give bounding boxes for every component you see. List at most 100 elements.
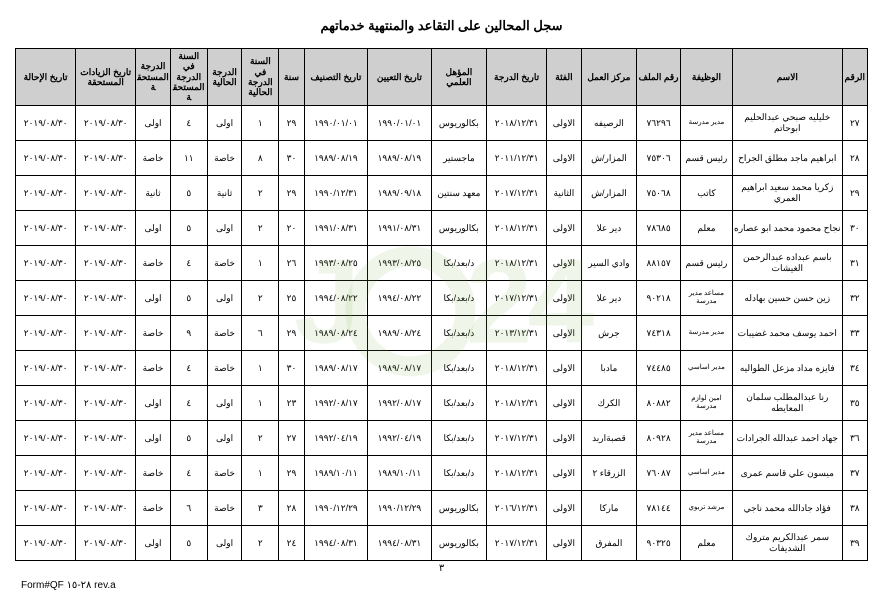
table-cell: ٢٠١٧/١٢/٣١	[487, 175, 547, 210]
table-cell: ٣٨	[842, 490, 867, 525]
table-cell: اولى	[136, 525, 171, 560]
table-cell: ٢٠١٩/٠٨/٣٠	[76, 315, 136, 350]
table-cell: الرصيفه	[581, 105, 636, 140]
table-cell: ٧٨١٤٤	[637, 490, 681, 525]
table-cell: ٨٠٨٨٢	[637, 385, 681, 420]
table-cell: الاولى	[547, 280, 582, 315]
table-cell: ٦	[170, 490, 207, 525]
table-cell: ٣١	[842, 245, 867, 280]
table-cell: ١٩٨٩/٠٨/٢٤	[368, 315, 431, 350]
records-table: الرقمالاسمالوظيفةرقم الملفمركز العملالفئ…	[15, 48, 868, 561]
table-cell: ١٩٩٣/٠٨/٢٥	[368, 245, 431, 280]
table-cell: جرش	[581, 315, 636, 350]
table-cell: مدير اساسي	[681, 455, 733, 490]
table-cell: ٨٨١٥٧	[637, 245, 681, 280]
table-cell: ١٩٩٢/٠٤/١٩	[368, 420, 431, 455]
table-cell: الزرقاء ٢	[581, 455, 636, 490]
table-cell: ٣	[242, 490, 279, 525]
table-cell: ٢٠١٨/١٢/٣١	[487, 210, 547, 245]
table-row: ٢٨ابراهيم ماجد مطلق الجراحرئيس قسم٧٥٣٠٦ا…	[16, 140, 868, 175]
table-cell: ٢	[242, 420, 279, 455]
table-cell: ٢٠١٩/٠٨/٣٠	[76, 350, 136, 385]
table-cell: ٢٠١٩/٠٨/٣٠	[16, 140, 76, 175]
table-cell: سمر عبدالكريم متروك الشديفات	[732, 525, 842, 560]
table-cell: ٥	[170, 525, 207, 560]
table-row: ٣٧ميسون علي قاسم عمرىمدير اساسي٧٦٠٨٧الزر…	[16, 455, 868, 490]
table-cell: ١٩٨٩/٠٨/١٧	[368, 350, 431, 385]
table-cell: ٢٠١٩/٠٨/٣٠	[16, 245, 76, 280]
table-cell: رئيس قسم	[681, 245, 733, 280]
table-cell: ٧٨٦٨٥	[637, 210, 681, 245]
table-cell: معلم	[681, 525, 733, 560]
column-header: الدرجة الحالية	[207, 49, 242, 106]
table-cell: نجاح محمود محمد ابو عصاره	[732, 210, 842, 245]
table-cell: ٧٤٣١٨	[637, 315, 681, 350]
table-cell: ٢٨	[842, 140, 867, 175]
table-cell: فؤاد جادالله محمد ناجي	[732, 490, 842, 525]
table-cell: ثانية	[207, 175, 242, 210]
page-title: سجل المحالين على التقاعد والمنتهية خدمات…	[15, 18, 868, 34]
table-cell: الكرك	[581, 385, 636, 420]
table-cell: ١٩٩٠/١٢/٣١	[304, 175, 367, 210]
table-cell: ١	[242, 455, 279, 490]
column-header: الوظيفة	[681, 49, 733, 106]
table-cell: خاصة	[207, 490, 242, 525]
table-cell: خاصة	[207, 315, 242, 350]
table-cell: ٢	[242, 175, 279, 210]
table-cell: الاولى	[547, 525, 582, 560]
table-cell: ٢٠١٨/١٢/٣١	[487, 105, 547, 140]
table-cell: معلم	[681, 210, 733, 245]
table-cell: اولى	[207, 280, 242, 315]
table-cell: ٤	[170, 385, 207, 420]
table-cell: ٤	[170, 105, 207, 140]
table-cell: ٢٠١٩/٠٨/٣٠	[76, 175, 136, 210]
column-header: تاريخ الإحالة	[16, 49, 76, 106]
table-cell: زين حسن حسين بهادله	[732, 280, 842, 315]
table-cell: المزار/ش	[581, 140, 636, 175]
table-cell: ٣٥	[842, 385, 867, 420]
table-cell: قصبةاربد	[581, 420, 636, 455]
table-cell: الثانية	[547, 175, 582, 210]
table-cell: ٣٧	[842, 455, 867, 490]
table-cell: ٤	[170, 455, 207, 490]
table-cell: دير علا	[581, 280, 636, 315]
table-cell: ٧٥٣٠٦	[637, 140, 681, 175]
table-cell: ٢٠١٩/٠٨/٣٠	[16, 525, 76, 560]
table-cell: ٩٠٢١٨	[637, 280, 681, 315]
table-cell: ١٩٩٢/٠٤/١٩	[304, 420, 367, 455]
table-cell: ابراهيم ماجد مطلق الجراح	[732, 140, 842, 175]
table-cell: خاصة	[136, 490, 171, 525]
table-row: ٢٩زكريا محمد سعيد ابراهيم العمريكاتب٧٥٠٦…	[16, 175, 868, 210]
table-cell: خاصة	[207, 350, 242, 385]
table-cell: ١٩٩٠/٠١/٠١	[368, 105, 431, 140]
table-cell: ١٩٩٤/٠٨/٣١	[368, 525, 431, 560]
table-cell: ٢٠١٩/٠٨/٣٠	[16, 210, 76, 245]
table-cell: ٧٤٤٨٥	[637, 350, 681, 385]
table-cell: الاولى	[547, 245, 582, 280]
column-header: السنة في الدرجة الحالية	[242, 49, 279, 106]
table-cell: اولى	[136, 280, 171, 315]
table-cell: بكالوريوس	[431, 490, 486, 525]
table-cell: ٢٠١٩/٠٨/٣٠	[16, 315, 76, 350]
table-cell: ٢٣	[279, 385, 304, 420]
table-cell: ٢٠١٩/٠٨/٣٠	[16, 350, 76, 385]
table-cell: ٢٠١٣/١٢/٣١	[487, 315, 547, 350]
column-header: سنة	[279, 49, 304, 106]
table-cell: ٣٠	[279, 140, 304, 175]
table-cell: ٢٠١٦/١٢/٣١	[487, 490, 547, 525]
table-cell: ١٩٨٩/١٠/١١	[304, 455, 367, 490]
table-cell: اولى	[207, 105, 242, 140]
table-cell: ١	[242, 245, 279, 280]
table-cell: اولى	[136, 420, 171, 455]
table-cell: ٢٠١٩/٠٨/٣٠	[16, 420, 76, 455]
table-row: ٣٥رنا عبدالمطلب سلمان المعايطهامين لوازم…	[16, 385, 868, 420]
table-cell: خاصة	[207, 245, 242, 280]
table-cell: ماجستير	[431, 140, 486, 175]
table-cell: ٥	[170, 280, 207, 315]
table-cell: ٢٠١٩/٠٨/٣٠	[76, 420, 136, 455]
column-header: الرقم	[842, 49, 867, 106]
table-cell: ٨	[242, 140, 279, 175]
table-cell: اولى	[136, 210, 171, 245]
table-cell: ثانية	[136, 175, 171, 210]
table-cell: زكريا محمد سعيد ابراهيم العمري	[732, 175, 842, 210]
